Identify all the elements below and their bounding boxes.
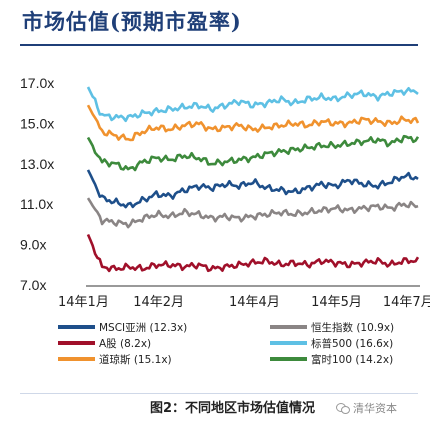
chart-title: 市场估值(预期市盈率) <box>22 9 242 34</box>
chart-legend: MSCI亚洲 (12.3x) A股 (8.2x) 道琼斯 (15.1x) 恒生指数 (… <box>58 321 394 366</box>
x-tick-label: 14年2月 <box>133 295 184 310</box>
watermark: 清华资本 <box>336 400 397 416</box>
legend-label: 富时100 (14.2x) <box>311 353 393 366</box>
series-line <box>86 169 419 209</box>
y-tick-label: 7.0x <box>20 277 46 293</box>
legend-label: 恒生指数 (10.9x) <box>311 321 394 334</box>
x-tick-label: 14年5月 <box>311 295 362 310</box>
series-lines <box>86 86 420 273</box>
legend-label: A股 (8.2x) <box>99 338 151 350</box>
y-tick-label: 9.0x <box>20 237 46 253</box>
series-line <box>86 134 420 172</box>
y-tick-label: 15.0x <box>20 115 54 131</box>
series-line <box>86 197 419 229</box>
y-tick-label: 13.0x <box>20 156 54 172</box>
figure-caption: 图2：不同地区市场估值情况 <box>150 401 316 416</box>
x-tick-label: 14年1月 <box>58 295 109 310</box>
legend-label: MSCI亚洲 (12.3x) <box>99 322 187 334</box>
caption-rule <box>20 393 418 394</box>
watermark-text: 清华资本 <box>353 402 397 415</box>
y-tick-label: 17.0x <box>20 75 54 91</box>
x-axis-ticks: 14年1月 14年2月 14年4月 14年5月 14年7月 <box>58 295 430 310</box>
legend-label: 道琼斯 (15.1x) <box>99 353 172 366</box>
x-tick-label: 14年7月 <box>383 295 430 310</box>
series-line <box>86 233 420 273</box>
series-line <box>86 104 420 142</box>
title-underline <box>20 44 418 46</box>
x-tick-label: 14年4月 <box>229 295 280 310</box>
legend-label: 标普500 (16.6x) <box>311 337 393 350</box>
series-line <box>86 86 419 123</box>
y-axis-ticks: 17.0x 15.0x 13.0x 11.0x 9.0x 7.0x <box>20 75 54 293</box>
wechat-icon <box>336 402 350 414</box>
y-tick-label: 11.0x <box>20 196 53 212</box>
